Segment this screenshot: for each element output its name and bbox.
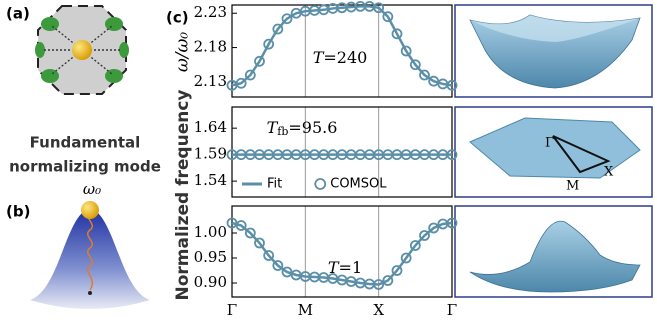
- marker: [446, 149, 458, 161]
- marker: [400, 45, 412, 57]
- marker: [446, 217, 458, 229]
- mode-symbol: ω₀: [83, 180, 101, 198]
- fit-line: [231, 221, 453, 286]
- bz-label: M: [566, 179, 579, 194]
- annotation-symbol: T: [267, 118, 279, 137]
- fit-line: [231, 5, 453, 87]
- marker: [254, 237, 265, 249]
- annotation-text: =1: [339, 258, 363, 277]
- annotation: T=240: [313, 48, 368, 67]
- marker: [446, 79, 458, 91]
- annotation-symbol: T: [328, 258, 340, 277]
- marker: [373, 279, 385, 290]
- marker: [428, 222, 440, 234]
- marker: [428, 75, 440, 87]
- marker: [244, 227, 256, 239]
- x-tick-label: M: [298, 301, 313, 319]
- y-tick-label: 1.64: [194, 118, 227, 136]
- x-tick-label: X: [373, 301, 384, 319]
- legend-label: Fit: [267, 177, 282, 192]
- annotation-symbol: T: [313, 48, 325, 67]
- marker: [272, 23, 284, 35]
- y-tick-label: 0.90: [194, 273, 227, 291]
- marker: [391, 265, 403, 276]
- x-tick-label: Γ: [227, 301, 237, 319]
- legend-label: COMSOL: [330, 177, 387, 192]
- marker: [382, 275, 394, 286]
- marker: [382, 11, 394, 23]
- marker: [272, 260, 284, 271]
- annotation: Tfb=95.6: [267, 118, 338, 139]
- y-axis-symbol: ω/ω₀: [173, 32, 193, 72]
- lattice-cell: [35, 5, 129, 95]
- y-tick-label: 2.13: [194, 72, 227, 90]
- marker: [400, 252, 412, 264]
- annotation-text: =240: [323, 48, 367, 67]
- bz-label: X: [604, 165, 614, 180]
- annotation: T=1: [328, 258, 362, 277]
- surface-panels: [454, 4, 653, 298]
- marker: [281, 13, 293, 25]
- annotation-subscript: fb: [277, 125, 288, 138]
- cone: [30, 201, 150, 309]
- marker: [419, 230, 430, 241]
- marker: [281, 266, 293, 278]
- marker: [409, 240, 421, 251]
- marker: [235, 220, 247, 231]
- y-axis-label: Normalized frequency: [173, 89, 193, 300]
- y-tick-label: 1.54: [194, 171, 227, 189]
- y-tick-label: 1.59: [194, 145, 227, 163]
- legend-swatch: [314, 178, 327, 190]
- marker: [244, 69, 256, 81]
- marker: [391, 28, 403, 40]
- marker: [263, 250, 275, 261]
- panel-label: (a): [6, 5, 30, 23]
- marker: [409, 59, 421, 71]
- marker: [235, 77, 247, 89]
- plot-frame: [231, 205, 453, 298]
- caption: normalizing mode: [9, 158, 161, 176]
- x-tick-label: Γ: [447, 301, 457, 319]
- panel-label: (c): [166, 9, 189, 27]
- plot-frame: [231, 106, 453, 198]
- annotation-text: =95.6: [288, 118, 337, 137]
- plot-frame: [231, 4, 453, 98]
- y-tick-label: 2.18: [194, 38, 227, 56]
- bz-label: Γ: [545, 136, 554, 151]
- y-tick-label: 0.95: [194, 248, 227, 266]
- panel-label: (b): [6, 203, 30, 221]
- y-tick-label: 2.23: [194, 3, 227, 21]
- marker: [263, 38, 275, 50]
- marker: [373, 2, 385, 14]
- caption: Fundamental: [30, 134, 141, 152]
- marker: [419, 69, 430, 81]
- y-tick-label: 1.00: [194, 223, 227, 241]
- marker: [254, 55, 265, 67]
